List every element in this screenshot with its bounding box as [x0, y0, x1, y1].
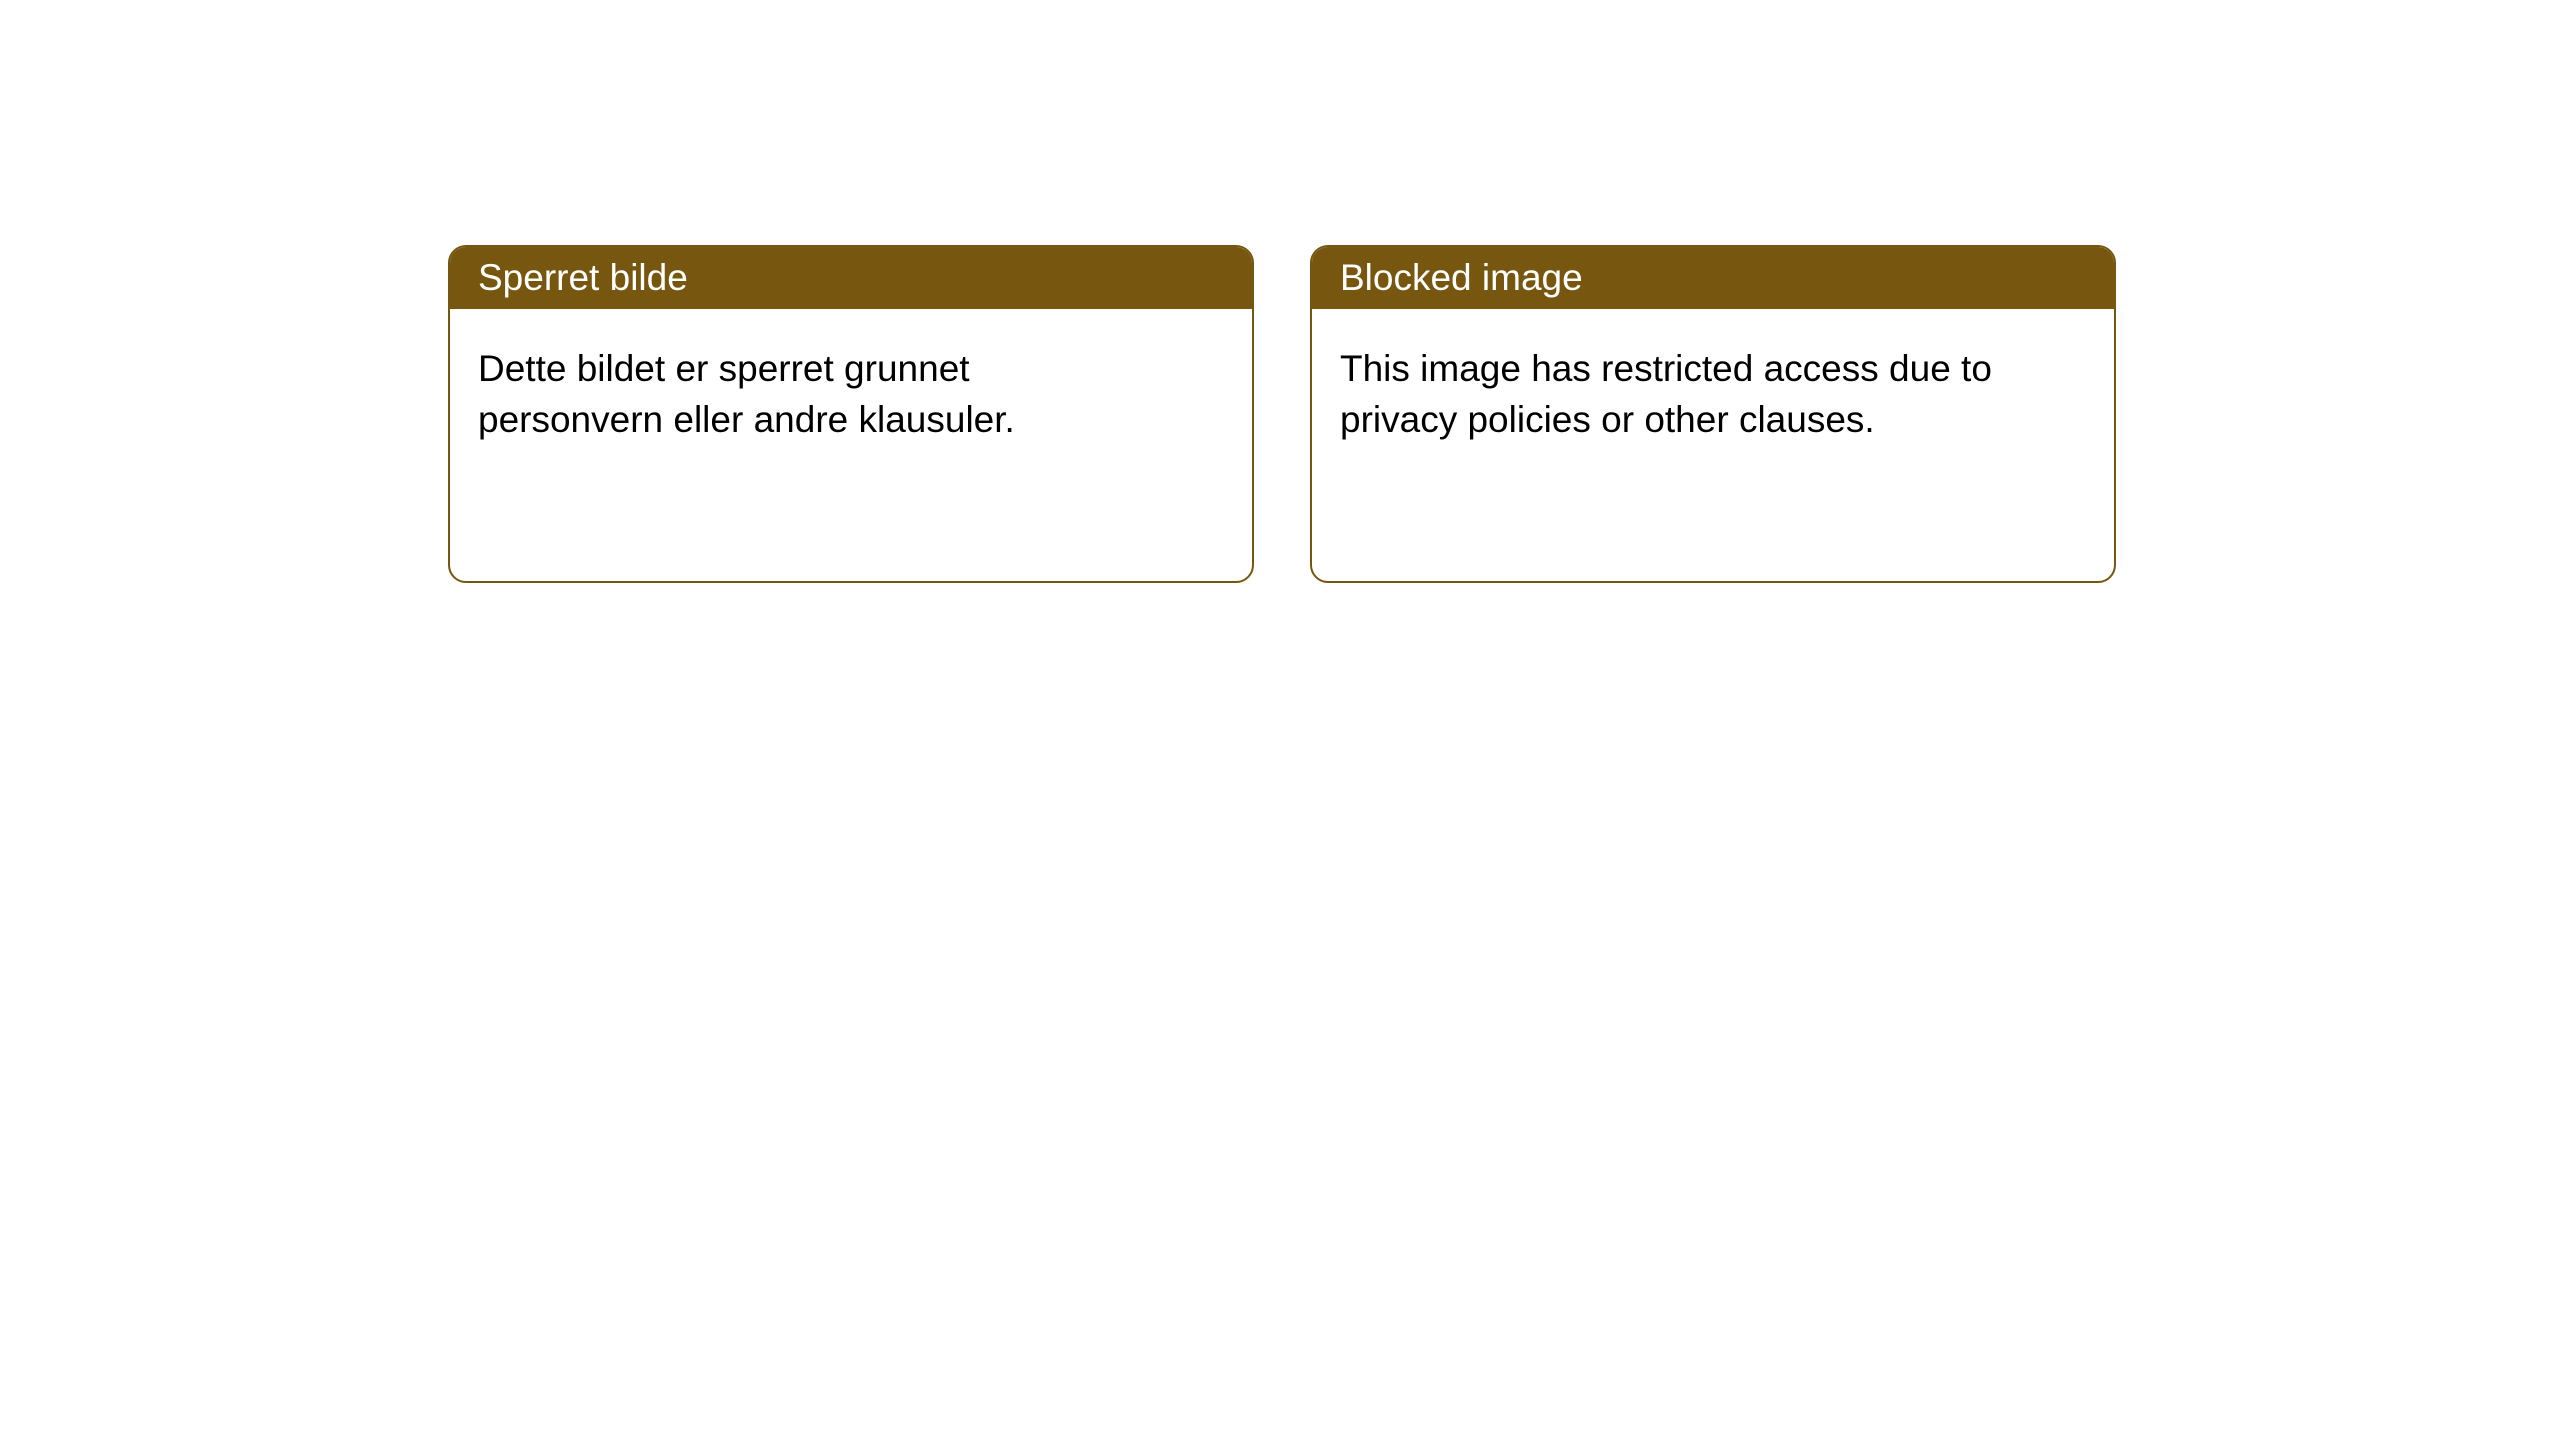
notice-header-no: Sperret bilde	[450, 247, 1252, 309]
notice-card-no: Sperret bilde Dette bildet er sperret gr…	[448, 245, 1254, 583]
notice-card-en: Blocked image This image has restricted …	[1310, 245, 2116, 583]
notice-header-en: Blocked image	[1312, 247, 2114, 309]
notice-container: Sperret bilde Dette bildet er sperret gr…	[0, 0, 2560, 583]
notice-body-en: This image has restricted access due to …	[1312, 309, 2032, 479]
notice-body-no: Dette bildet er sperret grunnet personve…	[450, 309, 1170, 479]
